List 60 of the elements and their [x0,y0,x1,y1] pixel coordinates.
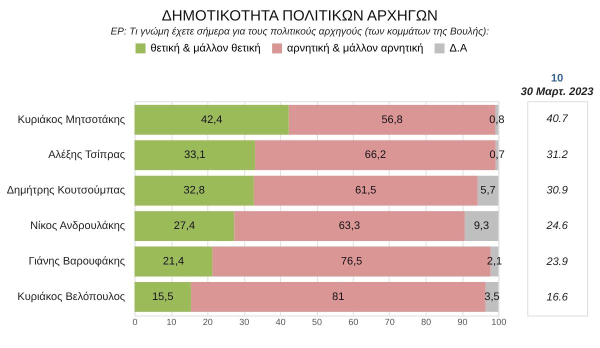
bar [134,104,289,135]
x-tick-label: 40 [276,316,286,327]
x-tick-label: 60 [348,316,358,327]
bar [134,176,254,206]
data-label: 0,8 [489,114,504,126]
y-tick-label: Νίκος Ανδρουλάκης [30,220,126,232]
text: 31.2 [546,148,568,161]
bar [254,176,478,206]
bar [190,282,486,312]
data-label: 61,5 [355,184,376,197]
data-label: 3,5 [484,290,500,303]
data-label: 27,4 [174,220,196,232]
x-tick-label: 90 [457,316,468,327]
bar [134,211,234,242]
bar [134,246,212,276]
text: 10 [551,72,564,84]
text: 16.6 [546,292,569,304]
text: 23.9 [545,256,568,268]
data-label: 0,7 [489,149,505,162]
data-label: 81 [332,290,344,303]
chart-subtitle: ΕΡ: Τι γνώμη έχετε σήμερα για τους πολιτικούς αρχηγούς (των κομμάτων της Βουλής): [110,26,490,38]
data-label: 15,5 [152,290,174,303]
bar [478,176,498,206]
legend-label: θετική & μάλλον θετική [150,42,261,54]
data-label: 63,3 [338,220,360,232]
text: 40.7 [546,113,569,126]
x-tick-label: 30 [239,316,250,327]
bar [134,140,255,170]
data-label: 21,4 [162,255,184,268]
legend-label: Δ.Α [450,42,468,54]
data-label: 2,1 [486,255,502,268]
x-tick-label: 100 [491,316,506,327]
text: 30 Μαρτ. 2023 [520,86,594,98]
y-tick-label: Δημήτρης Κουτσούμπας [6,184,126,197]
data-label: 42,4 [201,114,222,126]
x-tick-label: 80 [421,316,432,327]
x-tick-label: 10 [166,316,176,327]
data-label: 76,5 [340,255,362,268]
x-tick-label: 20 [202,316,213,327]
y-tick-label: Αλέξης Τσίπρας [48,149,126,162]
legend-label: αρνητική & μάλλον αρνητική [287,42,424,54]
data-label: 9,3 [474,220,490,232]
x-tick-label: 70 [384,316,395,327]
x-tick-label: 0 [132,316,138,327]
data-label: 66,2 [364,149,386,162]
chart-title: ΔΗΜΟΤΙΚΟΤΗΤΑ ΠΟΛΙΤΙΚΩΝ ΑΡΧΗΓΩΝ [162,7,438,24]
text: 24.6 [545,220,569,232]
bar [464,211,498,242]
y-tick-label: Κυριάκος Βελόπουλος [17,290,126,303]
data-label: 32,8 [184,184,205,197]
x-tick-label: 50 [312,316,322,327]
data-label: 56,8 [381,114,403,126]
bar [134,282,191,312]
data-label: 5,7 [480,184,496,197]
y-tick-label: Κυριάκος Μητσοτάκης [18,114,126,126]
data-label: 33,1 [184,149,206,162]
text: 30.9 [546,184,568,196]
y-tick-label: Γιάνης Βαρουφάκης [28,255,126,268]
bar [234,211,465,242]
bar [486,282,498,312]
